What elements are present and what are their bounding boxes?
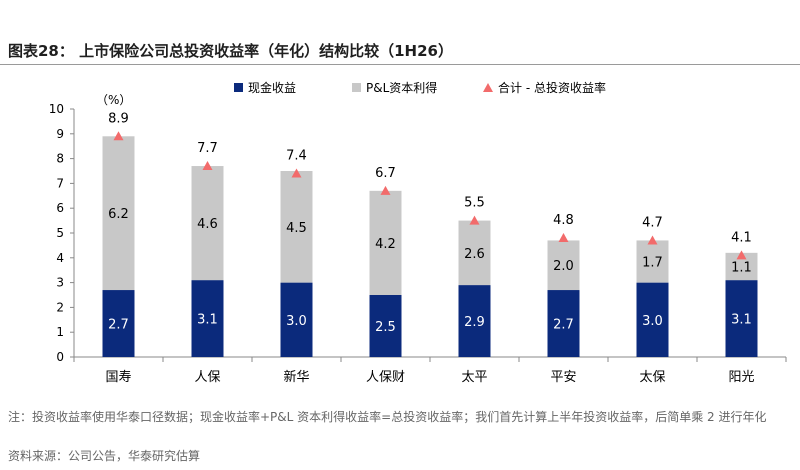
footer-note: 注：投资收益率使用华泰口径数据；现金收益率+P&L 资本利得收益率=总投资收益率… — [8, 410, 767, 424]
bars: 2.7 6.2 3.1 4.6 3.0 4.5 2.5 4.2 2.9 2.6 2.7 2.0 3.0 1… — [102, 136, 758, 357]
legend: 现金收益 P&L资本利得 合计 - 总投资收益率 — [234, 80, 606, 95]
bar-cash-yield — [102, 290, 135, 357]
page-title: 图表28： 上市保险公司总投资收益率（年化）结构比较（1H26） — [8, 42, 453, 60]
data-label-cash-yield: 3.1 — [731, 313, 752, 328]
y-tick-label: 2 — [56, 300, 64, 314]
total-marker — [291, 168, 302, 178]
y-tick-label: 9 — [56, 127, 64, 141]
total-marker — [558, 232, 569, 242]
data-label-total: 5.5 — [464, 196, 485, 211]
data-label-cash-yield: 2.7 — [108, 318, 129, 333]
data-label-cash-yield: 2.5 — [375, 320, 396, 335]
legend-swatch-capital-gain — [352, 83, 361, 92]
stacked-bar-chart: 现金收益 P&L资本利得 合计 - 总投资收益率 （%） 0 1 2 3 4 5 6 7 8 9 10 国… — [49, 80, 787, 385]
y-tick-label: 3 — [56, 276, 64, 290]
data-label-total: 7.7 — [197, 141, 218, 156]
bar-cash-yield — [458, 285, 491, 357]
bar-capital-gain — [636, 240, 669, 283]
data-label-total: 8.9 — [108, 111, 129, 126]
x-tick-label: 阳光 — [728, 370, 754, 385]
y-tick-label: 1 — [56, 325, 64, 339]
x-tick-label: 人保财 — [366, 370, 405, 385]
y-tick-label: 8 — [56, 152, 64, 166]
bar-cash-yield — [547, 290, 580, 357]
data-label-cash-yield: 3.0 — [642, 314, 663, 329]
bar-cash-yield — [725, 280, 758, 357]
total-marker — [380, 185, 391, 195]
total-marker — [736, 250, 747, 260]
data-label-cash-yield: 3.0 — [286, 314, 307, 329]
y-axis-unit-label: （%） — [96, 93, 131, 107]
data-label-total: 4.1 — [731, 230, 752, 245]
y-tick-label: 5 — [56, 226, 64, 240]
x-tick-label: 太平 — [461, 370, 487, 385]
total-marker — [113, 131, 124, 141]
legend-label-capital-gain: P&L资本利得 — [366, 80, 437, 95]
legend-marker-total — [483, 83, 493, 92]
bar-cash-yield — [280, 282, 313, 357]
bar-capital-gain — [191, 166, 224, 281]
data-label-total: 7.4 — [286, 148, 307, 163]
legend-label-total: 合计 - 总投资收益率 — [498, 80, 606, 95]
data-label-total: 4.8 — [553, 213, 574, 228]
bar-capital-gain — [369, 190, 402, 295]
legend-label-cash-yield: 现金收益 — [248, 80, 296, 95]
data-label-capital-gain: 1.7 — [642, 256, 663, 271]
data-label-capital-gain: 6.2 — [108, 207, 129, 222]
x-tick-label: 国寿 — [105, 370, 131, 385]
bar-capital-gain — [102, 136, 135, 291]
data-label-cash-yield: 2.7 — [553, 318, 574, 333]
y-tick-label: 7 — [56, 176, 64, 190]
x-tick-label: 平安 — [550, 370, 576, 385]
bar-cash-yield — [191, 280, 224, 357]
footer-source: 资料来源：公司公告，华泰研究估算 — [8, 449, 201, 463]
bar-cash-yield — [636, 282, 669, 357]
total-markers: 8.9 7.7 7.4 6.7 5.5 4.8 4.7 4.1 — [108, 111, 752, 260]
y-tick-label: 4 — [56, 251, 64, 265]
bar-capital-gain — [280, 171, 313, 283]
total-marker — [202, 161, 213, 171]
x-tick-label: 人保 — [194, 370, 220, 385]
data-label-capital-gain: 4.2 — [375, 237, 396, 252]
y-tick-label: 0 — [56, 350, 64, 364]
data-label-capital-gain: 1.1 — [731, 260, 752, 275]
data-label-total: 6.7 — [375, 166, 396, 181]
y-tick-label: 6 — [56, 201, 64, 215]
total-marker — [469, 215, 480, 225]
bar-capital-gain — [458, 220, 491, 286]
data-label-capital-gain: 4.6 — [197, 217, 218, 232]
y-tick-label: 10 — [49, 102, 64, 116]
data-label-capital-gain: 4.5 — [286, 221, 307, 236]
axes: 0 1 2 3 4 5 6 7 8 9 10 国寿 人保 新华 人保财 太平 平安 太保 阳光 — [49, 102, 787, 385]
data-label-total: 4.7 — [642, 215, 663, 230]
total-marker — [647, 235, 658, 245]
data-label-capital-gain: 2.6 — [464, 247, 485, 262]
bar-capital-gain — [547, 240, 580, 291]
x-tick-label: 太保 — [639, 370, 665, 385]
title-divider — [0, 64, 800, 65]
x-tick-label: 新华 — [283, 369, 309, 385]
legend-swatch-cash-yield — [234, 83, 243, 92]
data-label-cash-yield: 3.1 — [197, 313, 218, 328]
data-label-capital-gain: 2.0 — [553, 259, 574, 274]
bar-cash-yield — [369, 295, 402, 357]
data-label-cash-yield: 2.9 — [464, 315, 485, 330]
